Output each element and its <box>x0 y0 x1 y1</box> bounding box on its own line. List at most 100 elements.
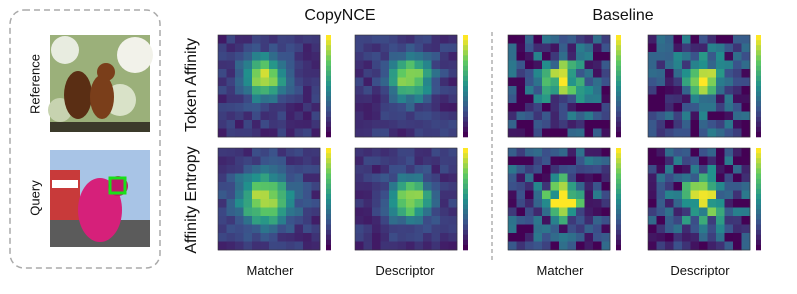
heatmap-cell <box>550 224 560 234</box>
heatmap-cell <box>311 86 321 95</box>
heatmap-cell <box>559 120 568 129</box>
heatmap-cell <box>716 35 725 44</box>
heatmap-cell <box>559 241 568 251</box>
heatmap-cell <box>448 241 458 251</box>
heatmap-cell <box>252 148 261 157</box>
heatmap-cell <box>741 69 751 78</box>
heatmap-cell <box>550 43 560 53</box>
colorbar-segment <box>616 183 621 190</box>
heatmap-cell <box>601 120 611 129</box>
heatmap-cell <box>673 52 683 61</box>
heatmap-cell <box>724 77 734 87</box>
heatmap-cell <box>673 86 683 95</box>
heatmap-cell <box>559 165 568 174</box>
colorbar-segment <box>463 80 468 87</box>
heatmap-cell <box>260 207 270 217</box>
heatmap-cell <box>372 77 381 87</box>
heatmap-cell <box>724 207 734 217</box>
colorbar-segment <box>463 183 468 190</box>
heatmap-cell <box>673 182 683 191</box>
heatmap-cell <box>601 182 611 191</box>
heatmap-cell <box>397 165 407 174</box>
heatmap-cell <box>593 156 602 166</box>
colorbar-segment <box>756 116 761 122</box>
heatmap-cell <box>406 241 415 251</box>
colorbar-segment <box>463 148 468 154</box>
heatmap-cell <box>716 207 725 217</box>
heatmap-cell <box>294 86 304 95</box>
colorbar-segment <box>756 193 761 200</box>
heatmap-cell <box>516 165 526 174</box>
heatmap-cell <box>724 224 734 234</box>
heatmap-cell <box>533 224 543 234</box>
heatmap-cell <box>355 94 364 104</box>
colorbar-segment <box>463 209 468 215</box>
column-title: CopyNCE <box>304 7 375 24</box>
heatmap-cell <box>707 43 717 53</box>
heatmap-cell <box>550 190 560 200</box>
heatmap-cell <box>550 77 560 87</box>
heatmap-cell <box>311 216 321 225</box>
heatmap-cell <box>406 207 415 217</box>
heatmap-cell <box>423 190 432 200</box>
heatmap-cell <box>665 241 674 251</box>
heatmap-cell <box>448 182 458 191</box>
heatmap-cell <box>525 207 534 217</box>
heatmap-cell <box>576 52 585 61</box>
colorbar-segment <box>326 106 331 112</box>
heatmap-cell <box>525 120 534 129</box>
heatmap-cell <box>389 216 398 225</box>
heatmap-cell <box>673 77 683 87</box>
colorbar-segment <box>756 209 761 215</box>
heatmap-cell <box>269 216 278 225</box>
heatmap-cell <box>372 207 381 217</box>
heatmap-cell <box>682 86 691 95</box>
heatmap-cell <box>226 165 236 174</box>
heatmap-cell <box>363 199 373 208</box>
heatmap-cell <box>716 182 725 191</box>
heatmap-cell <box>593 111 602 121</box>
heatmap-cell <box>294 199 304 208</box>
colorbar-segment <box>326 55 331 61</box>
heatmap-cell <box>673 103 683 112</box>
heatmap-cell <box>508 52 517 61</box>
heatmap-cell <box>286 94 295 104</box>
heatmap-cell <box>733 173 742 183</box>
colorbar-segment <box>326 50 331 56</box>
colorbar-segment <box>616 116 621 122</box>
heatmap-cell <box>277 43 287 53</box>
heatmap-cell <box>516 182 526 191</box>
heatmap-cell <box>363 148 373 157</box>
heatmap-cell <box>380 69 390 78</box>
heatmap-cell <box>699 190 708 200</box>
heatmap-cell <box>226 69 236 78</box>
heatmap-cell <box>533 216 543 225</box>
heatmap-cell <box>252 43 261 53</box>
heatmap-cell <box>389 103 398 112</box>
heatmap-cell <box>260 86 270 95</box>
heatmap-cell <box>724 120 734 129</box>
heatmap-cell <box>406 190 415 200</box>
heatmap-frame <box>354 147 458 251</box>
heatmap-cell <box>516 156 526 166</box>
heatmap-cell <box>303 128 312 138</box>
heatmap-cell <box>423 103 432 112</box>
heatmap-cell <box>559 60 568 70</box>
heatmap-cell <box>372 165 381 174</box>
heatmap-cell <box>423 233 432 242</box>
heatmap-cell <box>355 156 364 166</box>
heatmap-cell <box>423 199 432 208</box>
colorbar-segment <box>756 65 761 71</box>
heatmap-cell <box>226 148 236 157</box>
heatmap-cell <box>252 35 261 44</box>
heatmap-cell <box>243 199 253 208</box>
heatmap-cell <box>303 199 312 208</box>
heatmap-cell <box>252 120 261 129</box>
heatmap-cell <box>733 103 742 112</box>
heatmap-cell <box>294 69 304 78</box>
heatmap-cell <box>372 233 381 242</box>
heatmap-cell <box>226 241 236 251</box>
heatmap-cell <box>303 224 312 234</box>
heatmap-cell <box>423 111 432 121</box>
